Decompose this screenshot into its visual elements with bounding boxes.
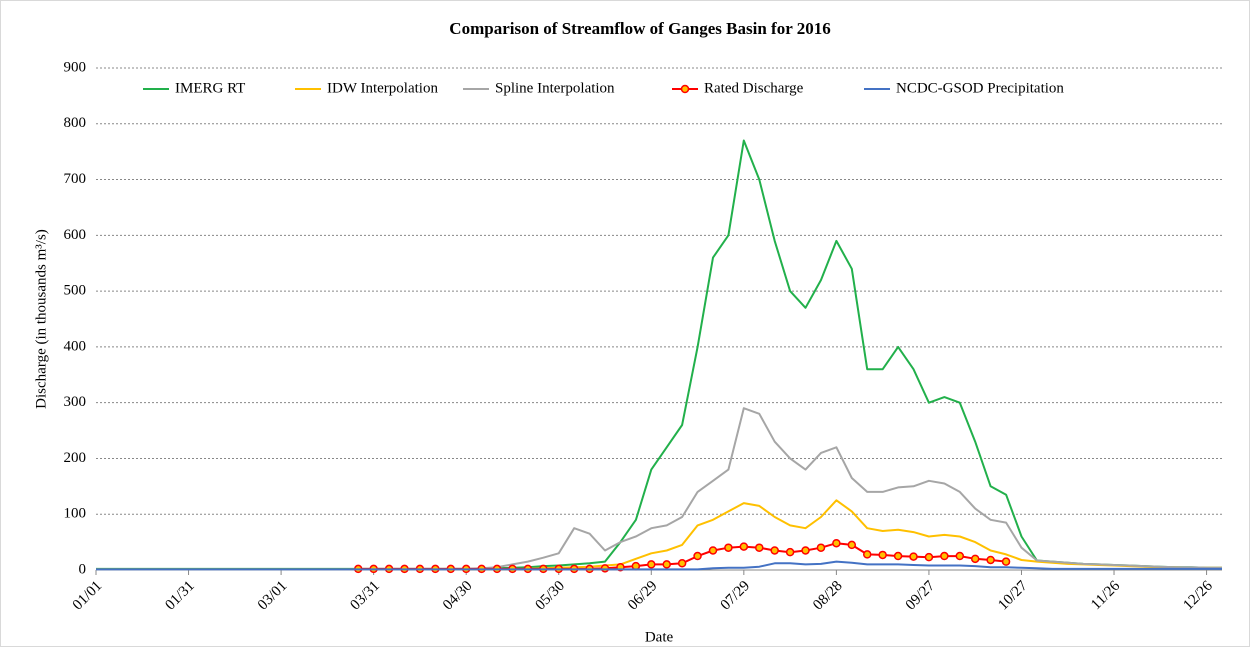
point-marker	[1001, 557, 1011, 566]
point-marker	[770, 546, 779, 555]
y-tick-label: 900	[64, 59, 87, 75]
point-marker	[677, 559, 687, 568]
point-marker	[785, 547, 795, 557]
y-tick-label: 600	[64, 227, 87, 243]
point-marker	[955, 551, 965, 561]
point-marker	[724, 543, 733, 552]
point-marker	[693, 551, 702, 561]
chart-title: Comparison of Streamflow of Ganges Basin…	[449, 19, 830, 38]
x-axis-label: Date	[645, 629, 674, 645]
point-marker	[986, 555, 995, 565]
legend-label: Spline Interpolation	[495, 80, 615, 96]
point-marker	[647, 560, 656, 569]
point-marker	[862, 550, 872, 559]
y-tick-label: 500	[64, 283, 87, 299]
point-marker	[893, 551, 903, 561]
legend-marker	[680, 84, 690, 94]
point-marker	[801, 546, 810, 555]
y-tick-label: 400	[64, 338, 87, 354]
y-tick-label: 200	[64, 450, 87, 466]
point-marker	[940, 551, 949, 561]
point-marker	[708, 546, 718, 555]
point-marker	[847, 540, 857, 550]
point-marker	[600, 564, 610, 573]
point-marker	[924, 552, 934, 562]
point-marker	[878, 550, 887, 560]
legend-label: IDW Interpolation	[327, 80, 438, 96]
y-tick-label: 0	[79, 561, 87, 577]
y-tick-label: 700	[64, 171, 87, 187]
point-marker	[662, 560, 671, 569]
point-marker	[739, 542, 749, 551]
point-marker	[755, 543, 764, 552]
y-tick-label: 100	[64, 506, 87, 522]
point-marker	[832, 538, 841, 548]
point-marker	[909, 552, 918, 561]
y-tick-label: 800	[64, 115, 87, 131]
legend-label: Rated Discharge	[704, 80, 804, 96]
y-tick-label: 300	[64, 394, 87, 410]
legend-label: IMERG RT	[175, 80, 245, 96]
y-axis-label: Discharge (in thousands m³/s)	[33, 229, 49, 409]
series-line	[96, 560, 1222, 571]
point-marker	[816, 543, 826, 552]
point-marker	[970, 554, 980, 564]
legend-label: NCDC-GSOD Precipitation	[896, 80, 1064, 96]
